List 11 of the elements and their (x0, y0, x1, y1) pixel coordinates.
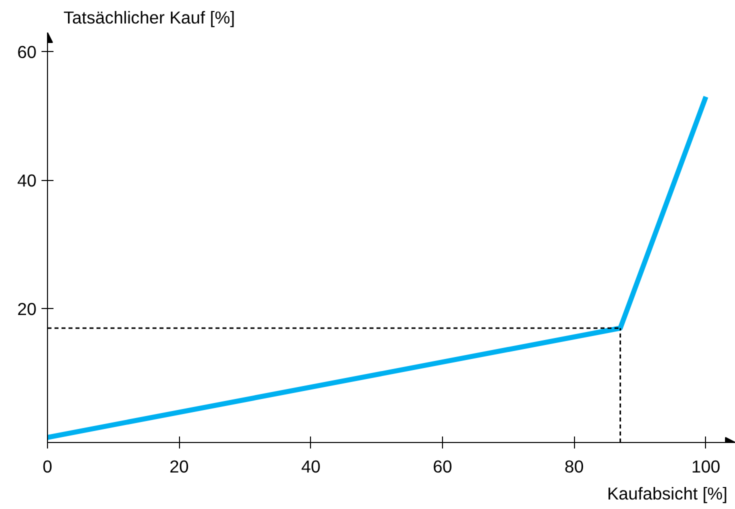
x-tick-label: 40 (301, 456, 320, 476)
x-tick-label: 0 (42, 456, 52, 476)
y-tick-label: 40 (17, 170, 37, 190)
x-axis-title: Kaufabsicht [%] (607, 484, 728, 504)
x-tick-label: 100 (691, 456, 720, 476)
y-tick-label: 20 (17, 298, 37, 319)
x-tick-label: 60 (432, 456, 452, 476)
x-tick-label: 80 (564, 456, 584, 476)
y-axis-title: Tatsächlicher Kauf [%] (64, 8, 235, 28)
x-tick-label: 20 (170, 456, 189, 476)
y-tick-label: 60 (17, 42, 37, 62)
